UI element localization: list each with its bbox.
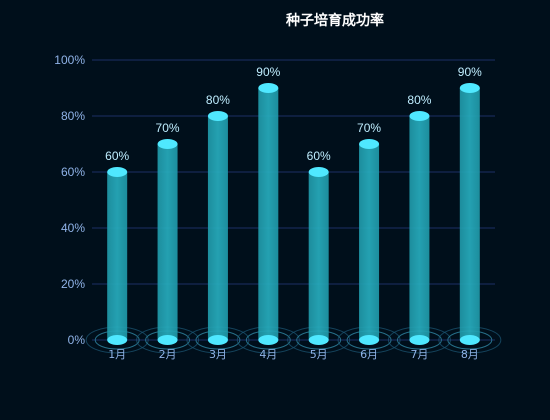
bar-bottom-cap [308, 335, 329, 345]
bar-bottom-cap [107, 335, 128, 345]
data-label: 60% [307, 149, 331, 163]
x-tick-label: 6月 [360, 348, 378, 361]
data-label: 90% [458, 65, 482, 79]
bar-top-cap [107, 167, 128, 177]
x-tick-label: 3月 [209, 348, 227, 361]
bar-bottom-cap [459, 335, 480, 345]
bar [258, 88, 279, 340]
bar [359, 144, 380, 340]
bar-bottom-cap [409, 335, 430, 345]
bar [409, 116, 430, 340]
grid-lines [92, 59, 495, 341]
x-tick-label: 8月 [461, 348, 479, 361]
data-labels: 60% 70% 80% 90% 60% 70% 80% 90% [105, 65, 482, 163]
x-tick-label: 7月 [410, 348, 428, 361]
y-axis-ticks: 0% 20% 40% 60% 80% 100% [54, 53, 85, 347]
data-label: 90% [256, 65, 280, 79]
bar-bottom-cap [207, 335, 228, 345]
y-tick-label: 60% [61, 165, 85, 179]
bar [459, 88, 480, 340]
data-label: 60% [105, 149, 129, 163]
y-tick-label: 100% [54, 53, 85, 67]
x-tick-label: 5月 [310, 348, 328, 361]
bar-bottom-cap [258, 335, 279, 345]
y-tick-label: 20% [61, 277, 85, 291]
bar-top-cap [207, 111, 228, 121]
bar-bottom-cap [359, 335, 380, 345]
bar [107, 172, 128, 340]
y-tick-label: 40% [61, 221, 85, 235]
bar-top-cap [459, 83, 480, 93]
bar-top-cap [308, 167, 329, 177]
x-tick-label: 4月 [259, 348, 277, 361]
bar-top-cap [157, 139, 178, 149]
data-label: 70% [156, 121, 180, 135]
data-label: 80% [407, 93, 431, 107]
data-label: 80% [206, 93, 230, 107]
bars [107, 83, 480, 345]
bar-top-cap [258, 83, 279, 93]
x-tick-label: 2月 [159, 348, 177, 361]
bar [207, 116, 228, 340]
y-tick-label: 0% [68, 333, 86, 347]
bar-top-cap [409, 111, 430, 121]
bar-top-cap [359, 139, 380, 149]
x-tick-label: 1月 [108, 348, 126, 361]
y-tick-label: 80% [61, 109, 85, 123]
data-label: 70% [357, 121, 381, 135]
chart-title: 种子培育成功率 [286, 13, 384, 29]
x-axis-ticks: 1月 2月 3月 4月 5月 6月 7月 8月 [108, 348, 479, 361]
bar [157, 144, 178, 340]
bar [308, 172, 329, 340]
bar-bottom-cap [157, 335, 178, 345]
